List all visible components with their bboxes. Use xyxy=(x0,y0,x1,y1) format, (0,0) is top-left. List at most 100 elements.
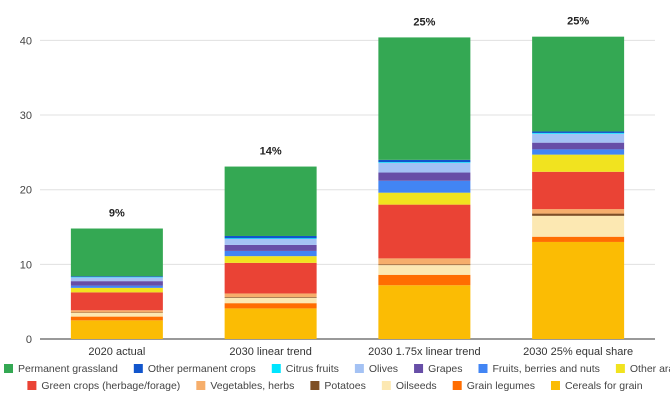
bar-segment xyxy=(532,241,625,339)
legend-label: Other permanent crops xyxy=(148,363,256,375)
bar-segment xyxy=(378,258,471,265)
x-tick-label: 2020 actual xyxy=(88,346,145,358)
bar-segment xyxy=(224,308,317,339)
bar-segment xyxy=(532,149,625,155)
y-tick-label: 30 xyxy=(20,110,32,122)
bar-stack xyxy=(224,166,317,339)
legend-item: Vegetables, herbs xyxy=(196,380,294,392)
bar-segment xyxy=(224,262,317,294)
bar-segment xyxy=(378,180,471,193)
legend-item: Fruits, berries and nuts xyxy=(478,363,600,375)
y-axis-ticks: 0 10 20 30 40 xyxy=(20,35,32,346)
bar-segment xyxy=(378,264,471,266)
bar-segment xyxy=(532,236,625,242)
bar-segment xyxy=(378,204,471,259)
bar-segment xyxy=(224,250,317,257)
y-tick-label: 40 xyxy=(20,35,32,47)
bar-segment xyxy=(378,159,471,163)
legend: Permanent grassland Other permanent crops… xyxy=(4,363,670,392)
bar-segment xyxy=(224,235,317,239)
legend-swatch xyxy=(271,364,281,373)
bars xyxy=(70,36,625,339)
legend-swatch xyxy=(615,364,625,373)
share-label: 9% xyxy=(109,208,125,220)
bar-segment xyxy=(70,285,163,288)
bar-segment xyxy=(532,131,625,133)
bar-segment xyxy=(532,209,625,214)
y-tick-label: 20 xyxy=(20,185,32,197)
legend-item: Oilseeds xyxy=(381,380,437,392)
bar-segment xyxy=(70,287,163,293)
legend-item: Green crops (herbage/forage) xyxy=(27,380,180,392)
legend-swatch xyxy=(550,381,560,390)
legend-label: Other arable crops xyxy=(630,363,670,375)
bar-segment xyxy=(224,244,317,251)
bar-segment xyxy=(532,215,625,237)
x-tick-label: 2030 1.75x linear trend xyxy=(368,346,481,358)
x-tick-label: 2030 linear trend xyxy=(229,346,312,358)
share-label: 25% xyxy=(413,16,435,28)
legend-swatch xyxy=(478,364,488,373)
bar-segment xyxy=(532,154,625,172)
bar-segment xyxy=(70,310,163,313)
bar-segment xyxy=(224,297,317,298)
bar-segment xyxy=(70,312,163,317)
x-axis-labels: 2020 actual 2030 linear trend 2030 1.75x l… xyxy=(88,346,633,358)
bar-segment xyxy=(224,238,317,239)
bar-segment xyxy=(378,274,471,286)
legend-label: Grapes xyxy=(428,363,462,375)
bar-segment xyxy=(532,133,625,143)
bar-segment xyxy=(532,132,625,134)
legend-label: Permanent grassland xyxy=(18,363,118,375)
bar-segment xyxy=(224,238,317,245)
legend-item: Olives xyxy=(354,363,398,375)
legend-item: Citrus fruits xyxy=(271,363,339,375)
bar-segment xyxy=(70,316,163,321)
bar-segment xyxy=(224,256,317,263)
legend-label: Fruits, berries and nuts xyxy=(493,363,600,375)
legend-item: Cereals for grain xyxy=(550,380,643,392)
bar-segment xyxy=(70,320,163,339)
legend-swatch xyxy=(414,364,424,373)
legend-swatch xyxy=(452,381,462,390)
share-label: 25% xyxy=(567,16,589,28)
x-tick-label: 2030 25% equal share xyxy=(523,346,633,358)
legend-label: Oilseeds xyxy=(396,380,437,392)
legend-item: Other arable crops xyxy=(615,363,670,375)
bar-segment xyxy=(224,297,317,304)
legend-swatch xyxy=(133,364,143,373)
legend-swatch xyxy=(27,381,37,390)
bar-segment xyxy=(378,285,471,339)
bar-segment xyxy=(378,172,471,181)
bar-segment xyxy=(224,293,317,298)
bar-stack xyxy=(70,228,163,339)
share-labels: 9% 14% 25% 25% xyxy=(109,16,589,220)
legend-item: Potatoes xyxy=(310,380,366,392)
legend-label: Cereals for grain xyxy=(565,380,643,392)
legend-label: Vegetables, herbs xyxy=(210,380,294,392)
bar-segment xyxy=(378,162,471,163)
bar-segment xyxy=(224,166,317,236)
bar-segment xyxy=(378,265,471,275)
bar-segment xyxy=(532,171,625,210)
legend-swatch xyxy=(310,381,320,390)
legend-label: Citrus fruits xyxy=(286,363,339,375)
y-tick-label: 0 xyxy=(26,334,32,346)
bar-segment xyxy=(532,142,625,150)
bar-segment xyxy=(224,303,317,309)
legend-swatch xyxy=(196,381,206,390)
legend-label: Potatoes xyxy=(324,380,365,392)
bar-segment xyxy=(70,277,163,282)
legend-label: Olives xyxy=(369,363,398,375)
bar-segment xyxy=(70,276,163,278)
legend-item: Grain legumes xyxy=(452,380,535,392)
legend-item: Other permanent crops xyxy=(133,363,256,375)
bar-segment xyxy=(532,213,625,216)
bar-segment xyxy=(70,281,163,286)
bar-segment xyxy=(70,292,163,311)
legend-swatch xyxy=(354,364,364,373)
y-tick-label: 10 xyxy=(20,259,32,271)
legend-item: Grapes xyxy=(414,363,463,375)
